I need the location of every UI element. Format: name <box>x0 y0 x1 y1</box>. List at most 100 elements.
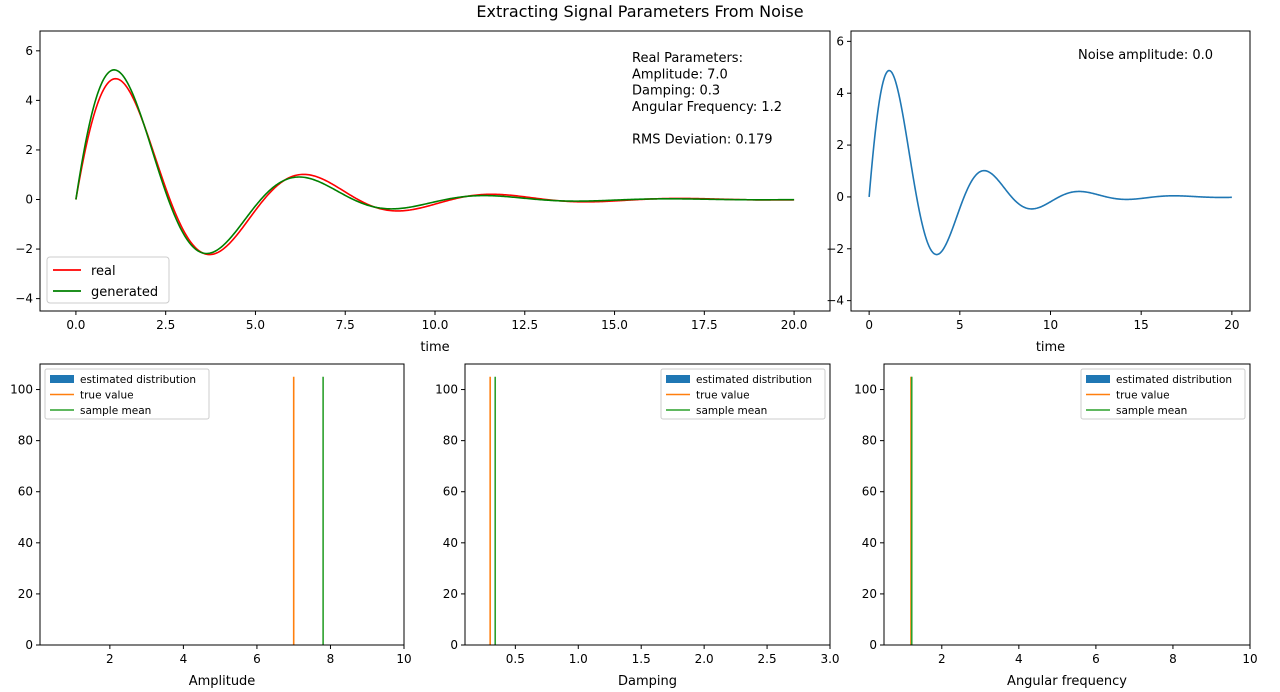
legend-label: true value <box>80 390 134 402</box>
legend-box <box>1080 368 1246 420</box>
annotation-line: RMS Deviation: 0.179 <box>632 133 773 148</box>
x-tick-label: 4 <box>1015 652 1023 666</box>
y-tick-label: 80 <box>443 434 458 448</box>
axes-0: 0.0 2.5 5.0 7.5 10.0 12.5 15.0 17.5 20.0 −4 −2 0 2 4 6… <box>15 30 831 355</box>
y-tick-label: 100 <box>435 383 458 397</box>
y-tick-label: 20 <box>18 587 33 601</box>
y-tick-label: −4 <box>15 292 33 306</box>
x-tick-label: 10 <box>1242 652 1257 666</box>
y-tick-label: 60 <box>443 485 458 499</box>
y-tick-label: 0 <box>836 190 844 204</box>
axes-frame <box>850 30 1251 312</box>
x-tick-label: 10 <box>1043 318 1058 332</box>
x-tick-label: 2 <box>106 652 114 666</box>
x-tick-label: 2.0 <box>695 652 714 666</box>
y-tick-label: 2 <box>25 143 33 157</box>
x-tick-label: 2 <box>938 652 946 666</box>
y-tick-label: 6 <box>836 34 844 48</box>
annotation-line: Angular Frequency: 1.2 <box>632 100 782 115</box>
y-tick-label: 20 <box>862 587 877 601</box>
y-tick-label: 0 <box>25 192 33 206</box>
x-tick-label: 5.0 <box>246 318 265 332</box>
y-tick-label: 80 <box>862 434 877 448</box>
x-tick-label: 3.0 <box>820 652 839 666</box>
y-tick-label: 60 <box>18 485 33 499</box>
legend-label: sample mean <box>696 405 767 417</box>
x-tick-label: 5 <box>956 318 964 332</box>
legend-patch-estimated <box>50 375 74 383</box>
x-axis-label: time <box>420 340 449 355</box>
x-tick-label: 20.0 <box>781 318 808 332</box>
legend: estimated distribution true value sample m… <box>660 368 826 420</box>
annotation-line: Amplitude: 7.0 <box>632 67 728 82</box>
figure-title: Extracting Signal Parameters From Noise <box>476 2 804 21</box>
y-tick-label: 40 <box>18 536 33 550</box>
legend-label: estimated distribution <box>696 374 812 386</box>
y-tick-label: 80 <box>18 434 33 448</box>
annotation-line: Damping: 0.3 <box>632 84 720 99</box>
legend: estimated distribution true value sample m… <box>44 368 210 420</box>
legend: estimated distribution true value sample m… <box>1080 368 1246 420</box>
y-tick-label: 100 <box>10 383 33 397</box>
x-tick-label: 4 <box>180 652 188 666</box>
y-tick-label: 40 <box>443 536 458 550</box>
x-tick-label: 0.0 <box>66 318 85 332</box>
series-line-signal <box>868 69 1232 256</box>
y-tick-label: 60 <box>862 485 877 499</box>
axes-3: 0.5 1.0 1.5 2.0 2.5 3.0 0 20 40 60 80 100 Damping est… <box>435 363 840 689</box>
y-tick-label: 4 <box>836 86 844 100</box>
x-tick-label: 8 <box>327 652 335 666</box>
axes-frame <box>39 363 405 646</box>
x-tick-label: 1.5 <box>632 652 651 666</box>
x-axis-label: time <box>1036 340 1065 355</box>
x-tick-label: 2.5 <box>758 652 777 666</box>
x-tick-label: 1.0 <box>569 652 588 666</box>
legend-label: generated <box>91 285 158 300</box>
x-tick-label: 10.0 <box>422 318 449 332</box>
legend-label: true value <box>1116 390 1170 402</box>
x-tick-label: 20 <box>1224 318 1239 332</box>
x-tick-label: 8 <box>1169 652 1177 666</box>
legend-label: estimated distribution <box>1116 374 1232 386</box>
x-tick-label: 12.5 <box>511 318 538 332</box>
legend-box <box>44 368 210 420</box>
axes-frame <box>883 363 1251 646</box>
x-tick-label: 10 <box>396 652 411 666</box>
legend-label: real <box>91 264 116 279</box>
y-tick-label: 2 <box>836 138 844 152</box>
x-axis-label: Damping <box>618 674 677 689</box>
y-tick-label: −2 <box>826 242 844 256</box>
x-tick-label: 0.5 <box>506 652 525 666</box>
x-axis-label: Amplitude <box>189 674 256 689</box>
y-tick-label: −2 <box>15 242 33 256</box>
axes-1: 0 5 10 15 20 −4 −2 0 2 4 6 time Noise amplitude: 0.0 <box>826 30 1251 355</box>
x-tick-label: 0 <box>865 318 873 332</box>
legend-label: sample mean <box>1116 405 1187 417</box>
x-axis-label: Angular frequency <box>1007 674 1127 689</box>
series-line-generated <box>75 69 795 255</box>
x-tick-label: 2.5 <box>156 318 175 332</box>
legend-label: sample mean <box>80 405 151 417</box>
legend: real generated <box>46 256 170 304</box>
y-tick-label: 0 <box>25 638 33 652</box>
x-tick-label: 15.0 <box>601 318 628 332</box>
y-tick-label: −4 <box>826 294 844 308</box>
x-tick-label: 17.5 <box>691 318 718 332</box>
y-tick-label: 40 <box>862 536 877 550</box>
x-tick-label: 6 <box>253 652 261 666</box>
y-tick-label: 0 <box>869 638 877 652</box>
annotation-line: Real Parameters: <box>632 51 743 66</box>
y-tick-label: 100 <box>854 383 877 397</box>
y-tick-label: 6 <box>25 44 33 58</box>
x-tick-label: 7.5 <box>336 318 355 332</box>
y-tick-label: 0 <box>450 638 458 652</box>
legend-patch-estimated <box>666 375 690 383</box>
y-tick-label: 20 <box>443 587 458 601</box>
legend-label: true value <box>696 390 750 402</box>
axes-frame <box>464 363 831 646</box>
legend-patch-estimated <box>1086 375 1110 383</box>
